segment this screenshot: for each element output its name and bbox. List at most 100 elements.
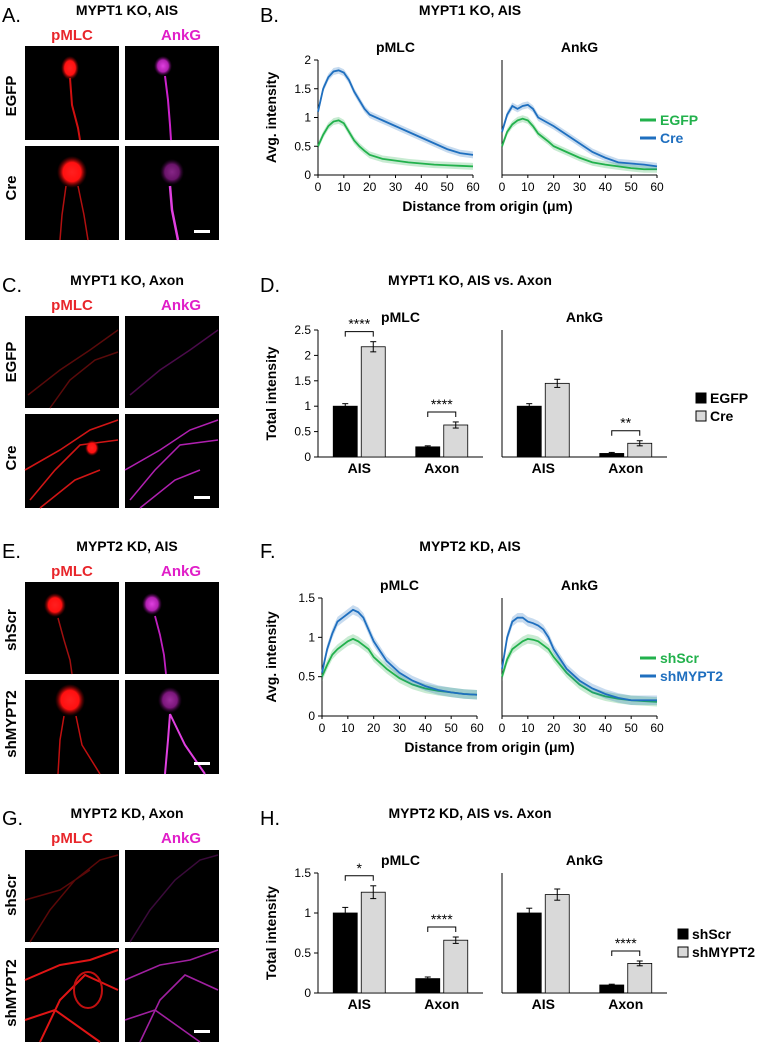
- y-axis-label: Total intensity: [263, 886, 279, 980]
- x-tick-label: 10: [337, 180, 351, 194]
- y-tick-label: 1: [308, 630, 315, 644]
- chart-d: D. MYPT1 KO, AIS vs. Axon Total intensity 0…: [260, 272, 748, 476]
- bar: [415, 978, 441, 994]
- column-label-ankg: AnkG: [161, 830, 201, 847]
- scale-bar: [194, 1030, 210, 1033]
- row-label: Cre: [3, 445, 20, 470]
- panel-g: G. MYPT2 KD, Axon pMLC AnkG shScr shMYPT…: [2, 805, 219, 1043]
- bar: [332, 405, 358, 458]
- x-tick-label: AIS: [348, 460, 371, 476]
- chart-title: MYPT2 KD, AIS vs. Axon: [388, 805, 551, 821]
- x-tick-label: 50: [444, 721, 458, 735]
- bar: [516, 405, 542, 458]
- y-tick-label: 1.5: [294, 82, 311, 96]
- x-tick-label: 30: [573, 180, 587, 194]
- panel-title: MYPT2 KD, AIS: [76, 538, 177, 554]
- x-tick-label: 60: [650, 721, 664, 735]
- x-axis-label: Distance from origin (μm): [402, 198, 572, 214]
- micrograph-shscr-ankg: [125, 582, 219, 675]
- panel-letter: C.: [2, 275, 22, 297]
- x-tick-label: 20: [547, 721, 561, 735]
- panel-title: MYPT1 KO, Axon: [70, 272, 184, 288]
- subplot-title: AnkG: [561, 39, 598, 55]
- series-error-band: [502, 612, 657, 705]
- bar: [443, 424, 469, 458]
- x-tick-label: 50: [440, 180, 454, 194]
- y-axis-label: Avg. intensity: [263, 72, 279, 163]
- x-tick-label: 10: [341, 721, 355, 735]
- bar: [332, 912, 358, 994]
- x-tick-label: 0: [315, 180, 322, 194]
- x-tick-label: 40: [599, 721, 613, 735]
- legend-label: shScr: [692, 926, 731, 942]
- scale-bar: [194, 230, 210, 233]
- x-tick-label: 60: [466, 180, 480, 194]
- legend-swatch: [695, 392, 707, 404]
- bar: [544, 894, 570, 994]
- scale-bar: [194, 496, 210, 499]
- micrograph-shscr-pmlc: [24, 850, 119, 943]
- bar: [415, 446, 441, 458]
- y-tick-label: 2: [304, 348, 311, 362]
- column-label-pmlc: pMLC: [51, 563, 93, 580]
- x-tick-label: 60: [650, 180, 664, 194]
- y-tick-label: 2.5: [294, 323, 311, 337]
- panel-c: C. MYPT1 KO, Axon pMLC AnkG EGFP Cre: [2, 272, 219, 509]
- significance-bracket: [427, 411, 457, 417]
- significance-stars: ****: [615, 935, 637, 951]
- bar: [544, 382, 570, 458]
- panel-letter: D.: [260, 275, 280, 297]
- x-tick-label: Axon: [608, 460, 643, 476]
- x-tick-label: Axon: [424, 996, 459, 1012]
- y-tick-label: 0: [304, 450, 311, 464]
- y-tick-label: 0: [308, 709, 315, 723]
- bar: [516, 912, 542, 994]
- x-tick-label: 0: [319, 721, 326, 735]
- micrograph-cre-pmlc: [24, 414, 119, 509]
- legend-swatch: [677, 946, 689, 958]
- y-tick-label: 1: [304, 111, 311, 125]
- legend-label: shMYPT2: [660, 668, 723, 684]
- x-tick-label: 50: [624, 180, 638, 194]
- x-tick-label: 10: [521, 180, 535, 194]
- x-tick-label: 0: [499, 180, 506, 194]
- micrograph-cre-ankg: [124, 414, 219, 509]
- chart-f: F. MYPT2 KD, AIS Avg. intensity 0 0.5 1 1.5 pML…: [260, 538, 723, 755]
- y-axis-label: Total intensity: [263, 346, 279, 440]
- bar: [627, 963, 653, 994]
- x-tick-label: Axon: [424, 460, 459, 476]
- series-error-band: [322, 605, 477, 700]
- micrograph-egfp-ankg: [125, 316, 219, 408]
- x-tick-label: AIS: [348, 996, 371, 1012]
- y-tick-label: 0.5: [294, 139, 311, 153]
- column-label-ankg: AnkG: [161, 27, 201, 44]
- series-line: [501, 117, 657, 171]
- subplot-title: pMLC: [380, 577, 419, 593]
- bar: [443, 939, 469, 994]
- chart-title: MYPT1 KO, AIS: [419, 2, 521, 18]
- panel-title: MYPT2 KD, Axon: [70, 805, 183, 821]
- y-tick-label: 1.5: [298, 591, 315, 605]
- panel-e: E. MYPT2 KD, AIS pMLC AnkG shScr shMYPT2: [2, 538, 219, 775]
- subplot-title: pMLC: [381, 852, 420, 868]
- row-label: shScr: [3, 609, 20, 651]
- column-label-pmlc: pMLC: [51, 830, 93, 847]
- column-label-ankg: AnkG: [161, 563, 201, 580]
- significance-bracket: [344, 331, 374, 337]
- y-axis-label: Avg. intensity: [263, 611, 279, 702]
- legend-label: Cre: [660, 130, 684, 146]
- subplot-title: AnkG: [561, 577, 598, 593]
- x-tick-label: AIS: [532, 996, 555, 1012]
- chart-title: MYPT1 KO, AIS vs. Axon: [388, 272, 552, 288]
- y-tick-label: 0.5: [294, 946, 311, 960]
- panel-letter: F.: [260, 541, 276, 563]
- y-tick-label: 1: [304, 399, 311, 413]
- y-tick-label: 1.5: [294, 374, 311, 388]
- y-tick-label: 0: [304, 986, 311, 1000]
- panel-title: MYPT1 KO, AIS: [76, 2, 178, 18]
- x-tick-label: 30: [573, 721, 587, 735]
- chart-title: MYPT2 KD, AIS: [419, 538, 520, 554]
- significance-bracket: [344, 875, 374, 881]
- x-tick-label: 20: [363, 180, 377, 194]
